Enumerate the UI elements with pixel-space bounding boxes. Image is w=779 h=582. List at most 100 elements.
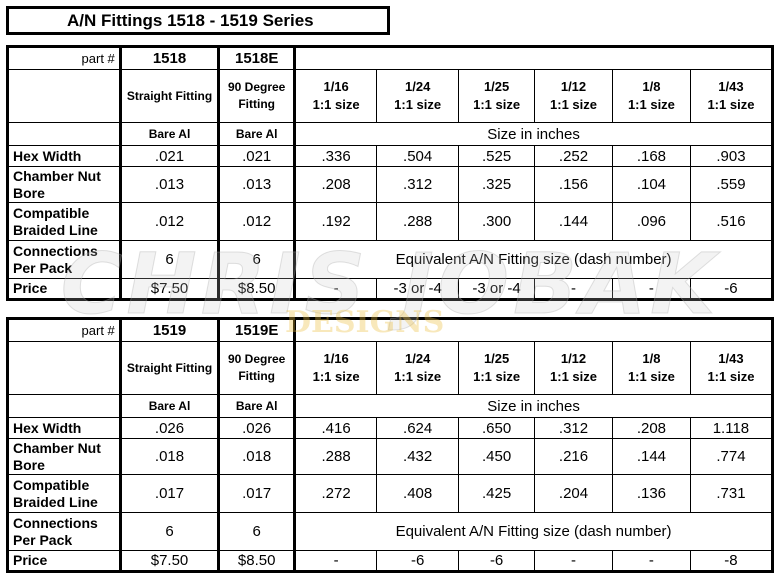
chamber-nut-bore-scale-value: .774: [689, 438, 774, 475]
scale-header: 1/25 1:1 size: [458, 341, 536, 395]
hex-width-scale-value: 1.118: [689, 417, 774, 439]
dash-number-value: -: [294, 278, 378, 300]
scale-header: 1/24 1:1 size: [376, 69, 460, 123]
compatible-braided-line-scale-value: .300: [458, 202, 536, 241]
material-straight: Bare Al: [118, 122, 220, 146]
compatible-braided-line-scale-value: .144: [534, 202, 613, 241]
compatible-braided-line-scale-value: .288: [376, 202, 460, 241]
scale-header: 1/12 1:1 size: [534, 69, 613, 123]
equivalent-an-label: Equivalent A/N Fitting size (dash number…: [294, 512, 773, 551]
price-straight: $7.50: [118, 278, 220, 300]
compatible-braided-line-straight: .017: [118, 474, 220, 513]
compatible-braided-line-straight: .012: [118, 202, 220, 241]
dash-number-value: -: [611, 550, 691, 572]
hex-width-scale-value: .624: [376, 417, 460, 439]
dash-number-value: -: [611, 278, 691, 300]
dash-number-value: -: [534, 278, 613, 300]
compatible-braided-line-scale-value: .204: [534, 474, 613, 513]
scale-ratio: 1/16: [323, 79, 349, 94]
scale-header: 1/16 1:1 size: [294, 341, 378, 395]
hex-width-label: Hex Width: [7, 145, 121, 167]
chamber-nut-bore-label: Chamber Nut Bore: [7, 166, 121, 203]
compatible-braided-line-scale-value: .731: [689, 474, 774, 513]
compatible-braided-line-scale-value: .192: [294, 202, 378, 241]
scale-ratio: 1/8: [642, 79, 661, 94]
price-label: Price: [7, 550, 121, 572]
blank-cell: [7, 341, 121, 395]
scale-size-label: 1:1 size: [473, 97, 521, 112]
price-straight: $7.50: [118, 550, 220, 572]
scale-ratio: 1/25: [483, 79, 510, 94]
fitting-type-straight: Straight Fitting: [118, 69, 220, 123]
scale-size-label: 1:1 size: [550, 369, 597, 384]
chamber-nut-bore-90: .018: [217, 438, 297, 475]
blank-cell: [7, 394, 121, 418]
hex-width-scale-value: .903: [689, 145, 774, 167]
chamber-nut-bore-scale-value: .450: [458, 438, 536, 475]
hex-width-scale-value: .208: [611, 417, 691, 439]
scale-ratio: 1/25: [483, 351, 510, 366]
scale-header: 1/12 1:1 size: [534, 341, 613, 395]
scale-ratio: 1/16: [323, 351, 349, 366]
scale-header: 1/24 1:1 size: [376, 341, 460, 395]
fitting-type-90: 90 Degree Fitting: [217, 341, 297, 395]
spec-table-1518: part #1518 1518E Straight Fitting 90 Degree…: [6, 45, 774, 301]
size-in-inches-label: Size in inches: [294, 122, 773, 146]
compatible-braided-line-label: Compatible Braided Line: [7, 474, 121, 513]
chamber-nut-bore-straight: .013: [118, 166, 220, 203]
price-90: $8.50: [217, 550, 297, 572]
hex-width-straight: .021: [118, 145, 220, 167]
page-title: A/N Fittings 1518 - 1519 Series: [6, 6, 390, 35]
chamber-nut-bore-scale-value: .208: [294, 166, 378, 203]
chamber-nut-bore-label: Chamber Nut Bore: [7, 438, 121, 475]
hex-width-scale-value: .168: [611, 145, 691, 167]
hex-width-scale-value: .650: [458, 417, 536, 439]
scale-ratio: 1/43: [718, 79, 744, 94]
chamber-nut-bore-scale-value: .104: [611, 166, 691, 203]
price-label: Price: [7, 278, 121, 300]
hex-width-90: .026: [217, 417, 297, 439]
fitting-type-90: 90 Degree Fitting: [217, 69, 297, 123]
scale-size-label: 1:1 size: [550, 97, 597, 112]
connections-90: 6: [217, 240, 297, 279]
scale-ratio: 1/24: [405, 79, 431, 94]
scale-size-label: 1:1 size: [312, 97, 360, 112]
scale-ratio: 1/43: [718, 351, 744, 366]
hex-width-label: Hex Width: [7, 417, 121, 439]
scale-size-label: 1:1 size: [394, 97, 442, 112]
chamber-nut-bore-scale-value: .216: [534, 438, 613, 475]
hex-width-straight: .026: [118, 417, 220, 439]
chamber-nut-bore-90: .013: [217, 166, 297, 203]
dash-number-value: -6: [376, 550, 460, 572]
header-blank: [294, 46, 773, 70]
part-number-straight: 1518: [118, 46, 220, 70]
hex-width-scale-value: .504: [376, 145, 460, 167]
header-blank: [294, 318, 773, 342]
hex-width-scale-value: .336: [294, 145, 378, 167]
dash-number-value: -6: [689, 278, 774, 300]
dash-number-value: -3 or -4: [458, 278, 536, 300]
dash-number-value: -: [534, 550, 613, 572]
scale-header: 1/8 1:1 size: [611, 69, 691, 123]
dash-number-value: -: [294, 550, 378, 572]
compatible-braided-line-90: .012: [217, 202, 297, 241]
scale-size-label: 1:1 size: [312, 369, 360, 384]
size-in-inches-label: Size in inches: [294, 394, 773, 418]
connections-90: 6: [217, 512, 297, 551]
compatible-braided-line-90: .017: [217, 474, 297, 513]
compatible-braided-line-scale-value: .096: [611, 202, 691, 241]
scale-size-label: 1:1 size: [707, 97, 755, 112]
part-number-straight: 1519: [118, 318, 220, 342]
chamber-nut-bore-straight: .018: [118, 438, 220, 475]
hex-width-scale-value: .416: [294, 417, 378, 439]
scale-header: 1/8 1:1 size: [611, 341, 691, 395]
scale-ratio: 1/12: [560, 351, 587, 366]
chamber-nut-bore-scale-value: .325: [458, 166, 536, 203]
part-number-label: part #: [7, 46, 121, 70]
scale-size-label: 1:1 size: [627, 369, 675, 384]
compatible-braided-line-label: Compatible Braided Line: [7, 202, 121, 241]
scale-ratio: 1/12: [560, 79, 587, 94]
equivalent-an-label: Equivalent A/N Fitting size (dash number…: [294, 240, 773, 279]
material-90: Bare Al: [217, 394, 297, 418]
scale-size-label: 1:1 size: [627, 97, 675, 112]
